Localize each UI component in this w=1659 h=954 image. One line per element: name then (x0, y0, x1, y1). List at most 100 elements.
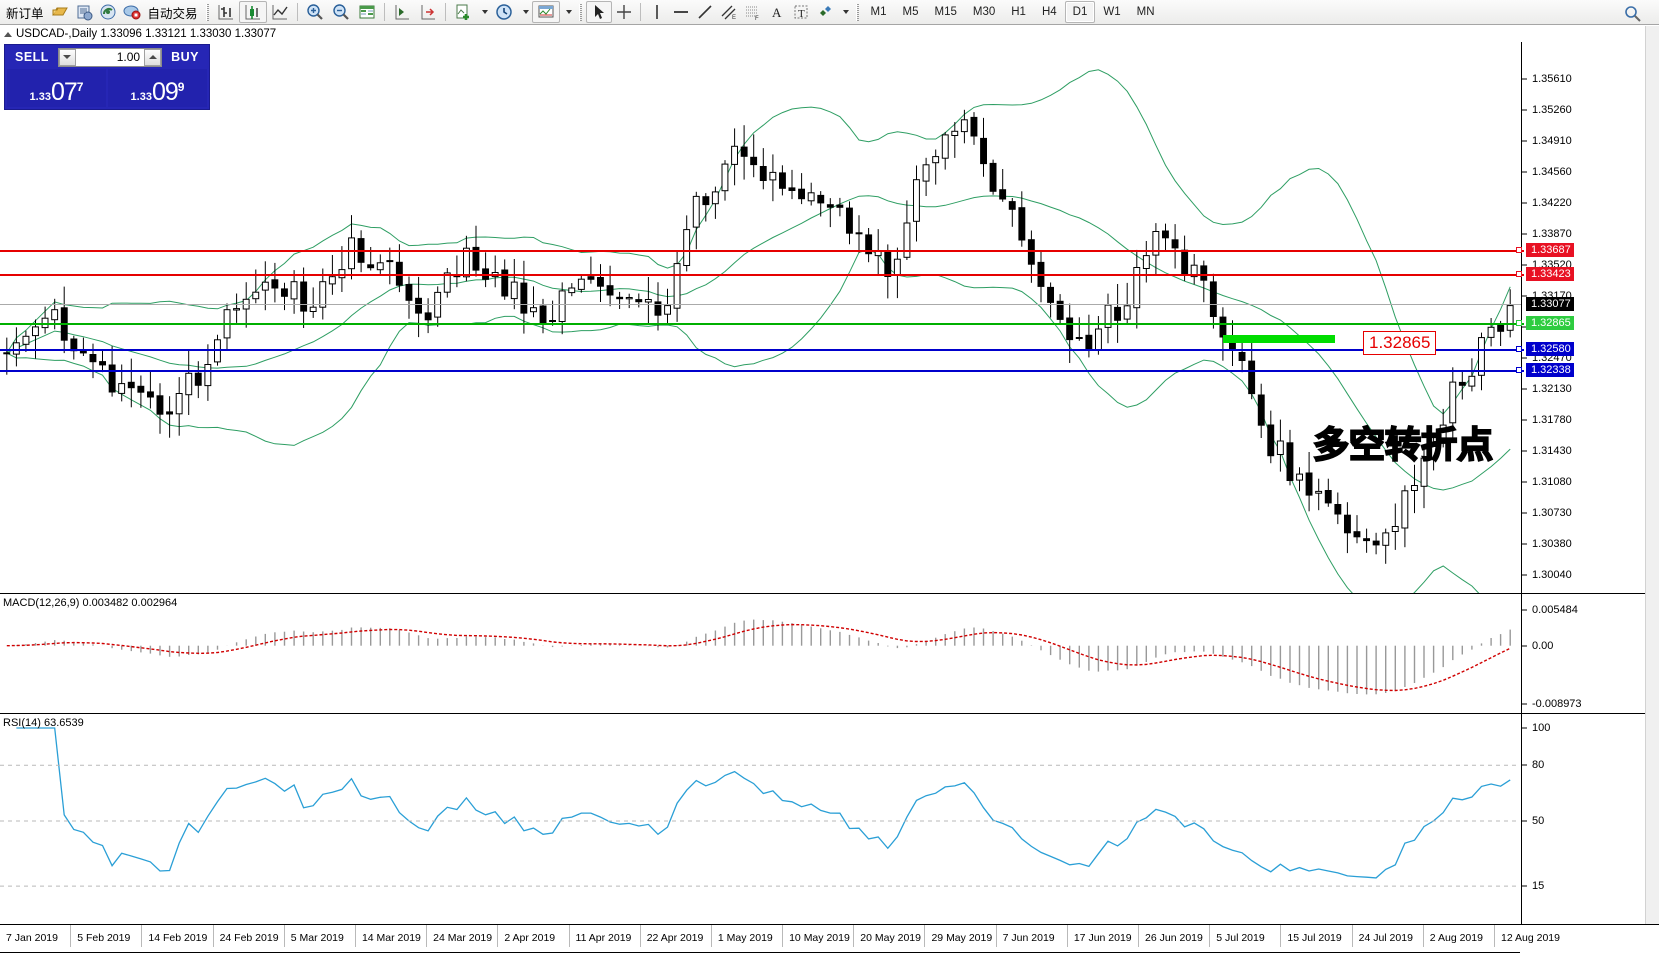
volume-stepper[interactable]: 1.00 (57, 47, 163, 67)
timeframe-mn[interactable]: MN (1136, 6, 1155, 18)
timeframe-d1[interactable]: D1 (1064, 1, 1096, 23)
line-handle[interactable] (1516, 345, 1522, 352)
price-chart-pane[interactable]: 1.35610 1.35260 1.34910 1.34560 1.34220 1.338… (0, 42, 1659, 593)
rsi-axis-label: 80 (1532, 759, 1545, 772)
horizontal-line-1.32865[interactable] (0, 323, 1524, 326)
trendline-icon[interactable] (693, 1, 717, 23)
price-axis-tick (1522, 295, 1527, 297)
grid-icon[interactable] (354, 1, 380, 23)
fibonacci-icon[interactable]: F (741, 1, 765, 23)
market-icon[interactable] (120, 1, 144, 23)
toolbar-separator-2 (383, 3, 385, 21)
sell-price-display[interactable]: 1.33 07 7 (7, 69, 106, 107)
line-handle[interactable] (1516, 320, 1522, 327)
price-axis-tick (1522, 574, 1527, 576)
buy-price-display[interactable]: 1.33 09 9 (108, 69, 207, 107)
line-chart-icon[interactable] (267, 1, 293, 23)
date-axis-tick (141, 925, 143, 947)
macd-axis-line (1521, 594, 1522, 713)
horizontal-line-1.33687[interactable] (0, 250, 1524, 253)
new-order-button[interactable]: 新订单 (6, 6, 44, 21)
toolbar-grip-2[interactable] (578, 3, 582, 21)
timeframe-m15[interactable]: M15 (934, 6, 957, 18)
line-handle[interactable] (1516, 247, 1522, 254)
collapse-arrow-icon[interactable] (4, 31, 12, 37)
date-axis-tick (995, 925, 997, 947)
toolbar-grip-3[interactable] (855, 3, 859, 21)
hline-icon[interactable] (669, 1, 693, 23)
date-axis-tick (1351, 925, 1353, 947)
horizontal-line-1.33423[interactable] (0, 273, 1524, 276)
price-tag-1.32865[interactable]: 1.32865 (1526, 316, 1574, 331)
timeframe-m30[interactable]: M30 (972, 6, 996, 18)
text-icon[interactable]: A (765, 1, 789, 23)
templates-icon[interactable] (531, 1, 560, 23)
buy-button[interactable]: BUY (164, 48, 206, 66)
price-axis-label: 1.30040 (1532, 568, 1572, 581)
price-axis-tick (1522, 202, 1527, 204)
equidistant-channel-icon[interactable]: E (717, 1, 741, 23)
date-axis-tick (568, 925, 570, 947)
vline-icon[interactable] (645, 1, 669, 23)
period-dropdown[interactable] (517, 1, 532, 23)
rsi-indicator-pane[interactable]: RSI(14) 63.6539 100 80 50 15 (0, 713, 1659, 924)
date-axis-label: 5 Mar 2019 (290, 932, 344, 944)
price-tag-1.32580[interactable]: 1.32580 (1526, 341, 1574, 356)
toolbar-separator-4 (639, 3, 641, 21)
price-axis-tick (1522, 543, 1527, 545)
signals-icon[interactable] (96, 1, 120, 23)
shapes-dropdown[interactable] (837, 1, 852, 23)
turning-point-annotation: 多空转折点 (1312, 424, 1494, 467)
toolbar-grip[interactable] (205, 3, 209, 21)
add-indicator-dropdown[interactable] (476, 1, 491, 23)
date-axis-label: 15 Jul 2019 (1287, 932, 1342, 944)
toolbar-separator (296, 3, 298, 21)
shapes-icon[interactable] (813, 1, 837, 23)
price-tag-1.33423[interactable]: 1.33423 (1526, 266, 1574, 281)
date-axis-label: 29 May 2019 (931, 932, 993, 944)
date-axis-label: 22 Apr 2019 (646, 932, 704, 944)
price-tag-1.33687[interactable]: 1.33687 (1526, 243, 1574, 258)
price-tag-1.32338[interactable]: 1.32338 (1526, 363, 1574, 378)
auto-scroll-icon[interactable] (415, 1, 441, 23)
macd-indicator-pane[interactable]: MACD(12,26,9) 0.003482 0.002964 0.005484… (0, 593, 1659, 713)
vertical-scrollbar[interactable] (1645, 26, 1659, 924)
pivot-zone-highlight (1223, 335, 1335, 343)
timeframe-m5[interactable]: M5 (902, 6, 919, 18)
bar-chart-icon[interactable] (213, 1, 239, 23)
shift-end-icon[interactable] (389, 1, 415, 23)
date-axis-label: 17 Jun 2019 (1073, 932, 1132, 944)
date-axis-tick (354, 925, 356, 947)
zoom-out-icon[interactable] (328, 1, 354, 23)
label-icon[interactable]: T (789, 1, 813, 23)
date-axis[interactable]: 7 Jan 2019 5 Feb 2019 14 Feb 2019 24 Feb 20… (0, 924, 1659, 954)
horizontal-line-1.32580[interactable] (0, 348, 1524, 351)
line-handle[interactable] (1516, 367, 1522, 374)
auto-trading-button[interactable]: 自动交易 (147, 6, 198, 21)
macd-label: MACD(12,26,9) 0.003482 0.002964 (3, 597, 178, 609)
line-handle[interactable] (1516, 270, 1522, 277)
zoom-in-icon[interactable] (302, 1, 328, 23)
price-axis-tick (1522, 388, 1527, 390)
rsi-axis-tick (1522, 764, 1527, 766)
zoom-tool-icon[interactable] (1623, 4, 1643, 22)
templates-dropdown[interactable] (560, 1, 575, 23)
date-axis-label: 14 Feb 2019 (148, 932, 208, 944)
news-icon[interactable] (72, 1, 96, 23)
add-indicator-icon[interactable] (450, 1, 476, 23)
timeframe-h1[interactable]: H1 (1011, 6, 1026, 18)
horizontal-line-1.32338[interactable] (0, 370, 1524, 373)
volume-increase-button[interactable] (144, 48, 162, 66)
sell-button[interactable]: SELL (8, 48, 56, 66)
timeframe-m1[interactable]: M1 (870, 6, 887, 18)
candlestick-icon[interactable] (238, 1, 267, 23)
cursor-icon[interactable] (585, 1, 612, 23)
price-axis-tick (1522, 326, 1527, 328)
period-icon[interactable] (491, 1, 517, 23)
crosshair-icon[interactable] (612, 1, 636, 23)
timeframe-w1[interactable]: W1 (1103, 6, 1121, 18)
folder-icon[interactable] (48, 1, 72, 23)
timeframe-h4[interactable]: H4 (1041, 6, 1057, 18)
volume-decrease-button[interactable] (58, 48, 76, 66)
volume-input[interactable]: 1.00 (116, 50, 141, 64)
